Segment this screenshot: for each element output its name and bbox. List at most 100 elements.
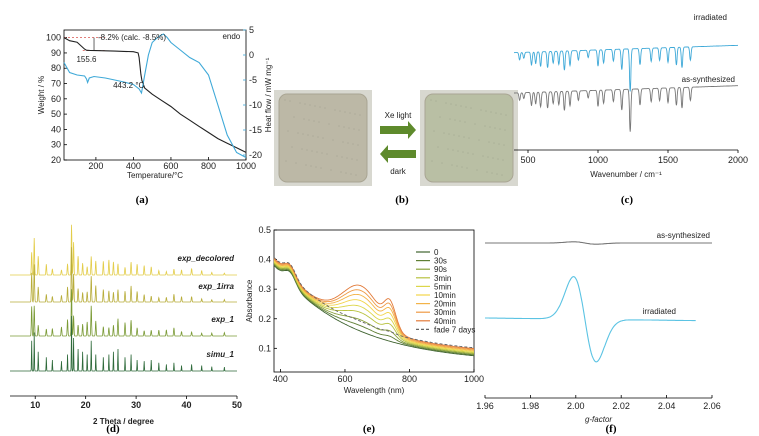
photo-before-irradiation-texture-dot — [336, 155, 338, 157]
panel-b-photos: Xe light dark — [274, 90, 518, 186]
photo-before-irradiation-texture-dot — [293, 116, 295, 118]
photo-before-irradiation-texture-dot — [318, 121, 320, 123]
photo-after-irradiation-texture-dot — [445, 102, 447, 104]
y2-axis-title: Heat flow / mW mg⁻¹ — [264, 57, 273, 132]
panel-f-epr: 1.96 1.98 2.00 2.02 2.04 2.06 g-factor as-synth… — [476, 231, 721, 424]
y-axis-title: Weight / % — [37, 76, 46, 115]
photo-after-irradiation-texture-dot — [472, 153, 474, 155]
y-tick-label: 0.2 — [258, 314, 271, 324]
x-tick-label: 50 — [232, 400, 242, 410]
series-label-as-synthesized: as-synthesized — [657, 231, 710, 240]
photo-after-irradiation-texture-dot — [451, 164, 453, 166]
photo-after-irradiation-texture-dot — [482, 155, 484, 157]
y-tick-label: 20 — [51, 155, 61, 165]
y2-tick-label: -15 — [249, 125, 262, 135]
photo-after-irradiation-texture-dot — [467, 152, 469, 154]
photo-before-irradiation-texture-dot — [324, 107, 326, 109]
x-tick-label: 600 — [337, 374, 352, 384]
photo-after-irradiation-texture-dot — [456, 165, 458, 167]
photo-before-irradiation-texture-dot — [317, 136, 319, 138]
spectrum-line-30min — [273, 258, 475, 350]
photo-after-irradiation-texture-dot — [462, 151, 464, 153]
photo-after-irradiation-texture-dot — [443, 132, 445, 134]
photo-before-irradiation-texture-dot — [306, 149, 308, 151]
legend-label-20min: 20min — [434, 300, 456, 309]
y-tick-label: 80 — [51, 63, 61, 73]
photo-before-irradiation-texture-dot — [344, 111, 346, 113]
caption-b: (b) — [395, 194, 409, 206]
x-tick-label: 600 — [163, 161, 178, 171]
photo-before-irradiation-texture-dot — [287, 130, 289, 132]
photo-after-irradiation-texture-dot — [441, 162, 443, 164]
photo-before-irradiation-texture-dot — [347, 142, 349, 144]
photo-before-irradiation-texture-dot — [310, 165, 312, 167]
panel-c-ir-spectra: 500 1000 1500 2000 Wavenumber / cm⁻¹ irradiat… — [514, 13, 748, 179]
x-axis-title: Wavenumber / cm⁻¹ — [590, 170, 662, 179]
photo-after-irradiation-texture-dot — [486, 171, 488, 173]
arrow-forward — [380, 121, 416, 139]
spectrum-line-0 — [273, 264, 475, 357]
legend-label-40min: 40min — [434, 317, 456, 326]
x-tick-label: 2.04 — [658, 401, 676, 411]
x-tick-label: 10 — [30, 400, 40, 410]
photo-after-irradiation-texture-dot — [459, 120, 461, 122]
series-label-irradiated: irradiated — [643, 307, 676, 316]
legend-label-fade-7-days: fade 7 days — [434, 325, 475, 334]
x-tick-label: 400 — [273, 374, 288, 384]
photo-after-irradiation-texture-dot — [493, 142, 495, 144]
photo-before-irradiation-texture-dot — [299, 102, 301, 104]
spectrum-line-as-synthesized — [485, 241, 712, 245]
photo-before-irradiation-texture-dot — [343, 126, 345, 128]
photo-after-irradiation-texture-dot — [468, 137, 470, 139]
photo-before-irradiation-texture-dot — [350, 173, 352, 175]
photo-before-irradiation-texture-dot — [353, 128, 355, 130]
x-axis-title: 2 Theta / degree — [93, 417, 154, 426]
spectrum-line-20min — [273, 259, 475, 351]
photo-after-irradiation-texture-dot — [457, 150, 459, 152]
photo-before-irradiation-texture-dot — [330, 169, 332, 171]
legend-label-3min: 3min — [434, 274, 451, 283]
pattern-line-exp_1 — [10, 289, 237, 337]
photo-before-irradiation-texture-dot — [313, 120, 315, 122]
photo-after-irradiation-texture-dot — [501, 174, 503, 176]
photo-after-irradiation-texture-dot — [478, 139, 480, 141]
photo-after-irradiation-texture-dot — [498, 143, 500, 145]
spectrum-line-3min — [273, 262, 475, 354]
series-label-as-synthesized: as-synthesized — [682, 75, 735, 84]
photo-before-irradiation-texture-dot — [309, 104, 311, 106]
photo-after-irradiation-texture-dot — [499, 128, 501, 130]
photo-before-irradiation-texture-dot — [340, 171, 342, 173]
photo-before-irradiation-texture-dot — [319, 106, 321, 108]
arrow-label-xe-light: Xe light — [385, 111, 412, 120]
photo-before-irradiation-texture-dot — [352, 143, 354, 145]
y-tick-label: 30 — [51, 140, 61, 150]
pattern-label-exp_decolored: exp_decolored — [178, 254, 236, 263]
photo-after-irradiation-texture-dot — [497, 158, 499, 160]
photo-after-irradiation-texture-dot — [460, 105, 462, 107]
photo-after-irradiation-texture-dot — [437, 146, 439, 148]
pattern-label-simu_1: simu_1 — [206, 350, 234, 359]
y2-tick-label: -20 — [249, 150, 262, 160]
photo-after-irradiation-texture-dot — [496, 173, 498, 175]
legend-label-90s: 90s — [434, 265, 447, 274]
photo-after-irradiation-texture-dot — [453, 134, 455, 136]
photo-before-irradiation-texture-dot — [351, 158, 353, 160]
legend-label-0: 0 — [434, 248, 439, 257]
x-tick-label: 2.02 — [612, 401, 630, 411]
caption-c: (c) — [621, 194, 634, 206]
pattern-line-exp_decolored — [10, 224, 237, 276]
photo-after-irradiation-texture-dot — [480, 109, 482, 111]
x-tick-label: 1000 — [588, 155, 608, 165]
photo-before-irradiation-texture-dot — [341, 156, 343, 158]
photo-before-irradiation-texture-dot — [308, 119, 310, 121]
series-line-heat-flow — [63, 33, 247, 158]
photo-before-irradiation-texture-dot — [295, 162, 297, 164]
photo-after-irradiation-texture-dot — [430, 99, 432, 101]
photo-after-irradiation-texture-dot — [484, 125, 486, 127]
panel-e-uv-vis: 400 600 800 1000 0.1 0.2 0.3 0.4 0.5 Wavelength (… — [245, 225, 484, 395]
axes-frame — [273, 229, 475, 373]
legend-label-5min: 5min — [434, 282, 451, 291]
x-tick-label: 30 — [131, 400, 141, 410]
y-tick-label: 0.4 — [258, 255, 271, 265]
x-tick-label: 500 — [520, 155, 535, 165]
